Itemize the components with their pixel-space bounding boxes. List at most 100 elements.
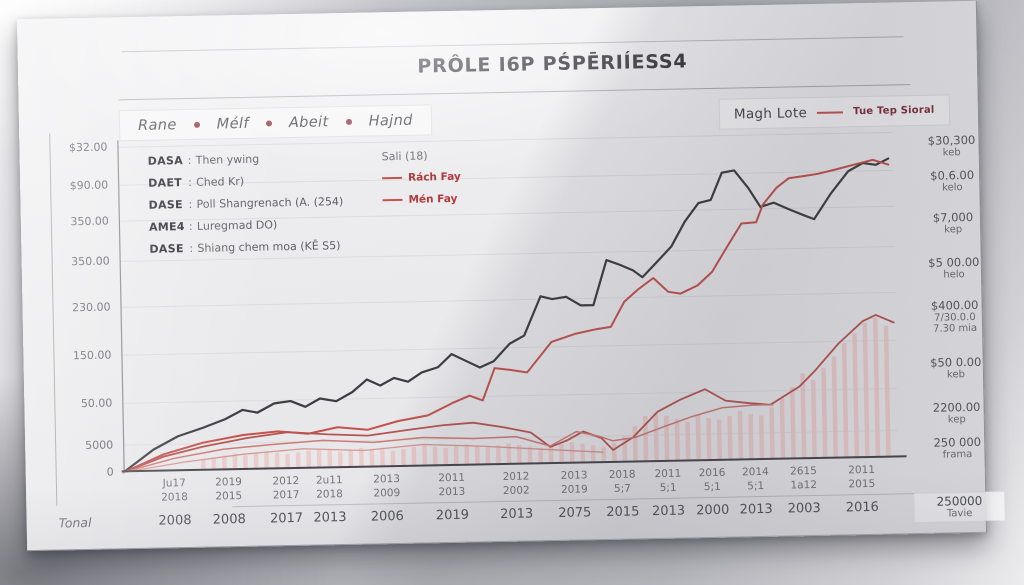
volume-bar <box>737 410 744 461</box>
volume-bar <box>810 379 817 460</box>
y-axis-line <box>117 140 125 473</box>
x-tick-upper-line: 5;1 <box>659 481 677 494</box>
x-tick-upper-line: 2017 <box>272 488 300 502</box>
y-tick-right: $400.00 7/30.0.0 7.30 mia <box>907 297 1004 335</box>
x-tick-lower: 2016 <box>845 499 879 516</box>
info-value: Shiang chem moa (KĒ S5) <box>197 238 341 255</box>
x-tick-lower: 2013 <box>313 510 347 526</box>
volume-bar <box>506 443 512 465</box>
info-key: DAET <box>148 175 183 190</box>
x-tick-upper: 2u11 2018 <box>316 474 343 502</box>
bottom-right-value-box: 250000 Tavie <box>914 491 1005 523</box>
legend-dot-separator <box>265 119 272 127</box>
info-value: Luregmad DO) <box>196 217 278 233</box>
volume-bar <box>243 455 248 470</box>
x-tick-upper-line: 2018 <box>608 468 636 481</box>
y-tick-right: $7,000 kep <box>905 209 1001 236</box>
x-tick-lower: 2013 <box>651 503 686 520</box>
volume-bar <box>727 416 733 461</box>
series-swatch-label: Rách Fay <box>407 170 461 184</box>
chart-region: $32.00 $90.00 350.00 350.00 230.00 150.00 50.0… <box>49 127 1005 531</box>
volume-bar <box>852 332 860 459</box>
x-tick-upper-line: 2016 <box>698 466 726 480</box>
x-tick-upper-line: 2012 <box>272 474 300 488</box>
volume-bar <box>453 446 459 466</box>
y-axis-left: $32.00 $90.00 350.00 350.00 230.00 150.00 50.0… <box>51 141 117 479</box>
info-colon: : <box>188 219 193 233</box>
y-tick-left: 230.00 <box>71 300 111 315</box>
right-legend-series-label: Tue Tep Sioral <box>852 104 935 118</box>
x-tick-upper-line: 2012 <box>502 470 530 484</box>
x-tick-upper: 2615 1a12 <box>790 465 817 493</box>
info-value: Ched Kr) <box>196 174 245 189</box>
volume-bar <box>337 451 343 469</box>
series-info-box: DASA: Then ywing Sali (18) DAET: Ched Kr) Rác… <box>148 143 502 260</box>
volume-bar <box>390 450 396 468</box>
volume-bar <box>327 450 333 469</box>
x-tick-upper: Ju17 2018 <box>161 477 188 505</box>
y-tick-left: 0 <box>106 465 114 479</box>
x-tick-upper-line: 5;1 <box>747 479 765 492</box>
y-tick-right: $50 0.00 keb <box>908 354 1004 381</box>
legend-item: Abeit <box>288 113 329 131</box>
legend-dot-separator <box>345 118 352 125</box>
info-colon: : <box>188 197 193 211</box>
volume-bar <box>464 444 470 466</box>
volume-bar <box>841 342 849 459</box>
volume-bar <box>611 443 617 463</box>
legend-dot-separator <box>193 121 200 128</box>
y-axis-right: $30,300 keb $0.6.00 kelo $7,000 kep $5 00.00 he… <box>903 125 1005 461</box>
red-line-swatch <box>817 110 844 114</box>
x-tick-upper-line: 2014 <box>741 465 769 479</box>
x-tick-upper: 2018 5;7 <box>609 468 636 496</box>
info-value: Poll Shangrenach (A. (254) <box>196 194 344 211</box>
info-right-slot: Sali (18) <box>382 148 500 163</box>
volume-bar <box>411 446 417 467</box>
volume-bar <box>443 447 449 467</box>
volume-bar <box>369 449 375 468</box>
y-tick-right-caption: helo <box>943 269 965 281</box>
x-tick-upper-line: 2013 <box>438 485 466 498</box>
x-tick-upper-line: 2018 <box>161 490 189 504</box>
info-right-slot <box>383 220 501 222</box>
x-tick-upper: 2012 2017 <box>272 475 299 503</box>
volume-bar <box>601 446 607 464</box>
x-tick-lower: 2003 <box>787 500 821 517</box>
volume-bar <box>580 443 586 464</box>
y-tick-left: 150.00 <box>72 348 112 363</box>
x-tick-upper-line: 2011 <box>654 467 682 481</box>
x-tick-upper-line: 2011 <box>848 463 876 477</box>
info-colon: : <box>189 241 194 255</box>
volume-bar <box>538 447 543 465</box>
x-tick-upper-line: 5;1 <box>703 480 721 493</box>
x-tick-upper: 2013 2009 <box>373 473 400 501</box>
x-tick-upper-line: 2019 <box>215 476 243 489</box>
y-tick-left: 5000 <box>85 438 114 452</box>
y-tick-right: $0.6.00 kelo <box>904 168 1000 195</box>
legend-item: Rane <box>137 116 177 134</box>
volume-bar <box>622 436 628 463</box>
x-tick-upper-line: 2015 <box>848 477 876 491</box>
volume-bar <box>264 451 269 470</box>
volume-bar <box>758 415 765 461</box>
volume-bar <box>348 449 354 468</box>
volume-bar <box>674 418 680 462</box>
info-key: DASE <box>149 241 184 256</box>
volume-bar <box>862 322 870 459</box>
series-swatch-label: Mén Fay <box>408 192 458 206</box>
volume-bar <box>569 442 575 464</box>
volume-bar <box>295 452 301 469</box>
x-tick-upper-line: 2u11 <box>315 474 343 487</box>
y-tick-left: $90.00 <box>69 178 109 193</box>
x-tick-upper-line: 2018 <box>316 487 344 501</box>
volume-bar <box>222 455 227 471</box>
x-tick-upper: 2016 5;1 <box>699 467 726 495</box>
y-tick-right-caption: kep <box>944 224 963 236</box>
volume-bar <box>422 445 428 467</box>
x-tick-upper-line: 2019 <box>560 483 588 496</box>
info-colon: : <box>187 153 192 167</box>
x-tick-upper-line: 2013 <box>560 469 588 482</box>
volume-bar <box>548 445 554 465</box>
x-tick-upper: 2012 2002 <box>503 471 530 499</box>
y-tick-right: 250 000 frama <box>909 434 1005 461</box>
